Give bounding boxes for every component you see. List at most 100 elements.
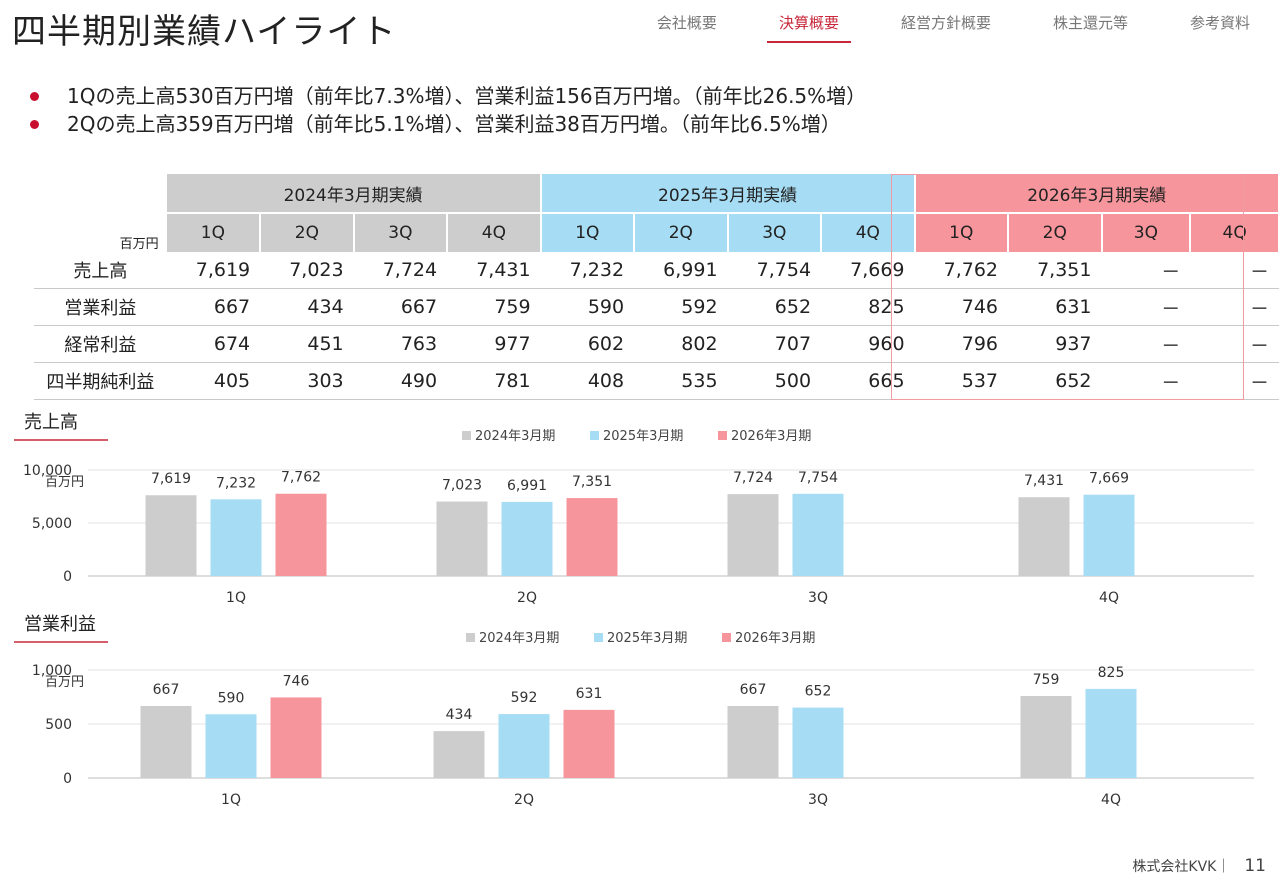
y-tick-label: 10,000 xyxy=(23,463,72,479)
bullet-dot-icon xyxy=(30,91,39,101)
top-nav: 会社概要 決算概要 経営方針概要 株主還元等 参考資料 xyxy=(607,10,1262,43)
y-tick-label: 500 xyxy=(45,717,72,733)
bar-value-label: 7,351 xyxy=(572,474,612,490)
bar-value-label: 7,754 xyxy=(798,470,838,486)
highlight-text: 2Qの売上高359百万円増（前年比5.1%増）、営業利益38百万円増。（前年比6… xyxy=(67,112,841,136)
bar xyxy=(436,501,488,576)
x-category-label: 2Q xyxy=(517,590,537,604)
highlight-item: 1Qの売上高530百万円増（前年比7.3%増）、営業利益156百万円増。（前年比… xyxy=(30,82,866,110)
chart-title: 営業利益 xyxy=(24,614,96,635)
bar-value-label: 746 xyxy=(283,673,310,689)
row-label: 経常利益 xyxy=(34,325,167,363)
quarter-header: 1Q xyxy=(914,212,1010,252)
bar-value-label: 825 xyxy=(1098,665,1125,681)
legend-swatch xyxy=(722,633,731,642)
quarter-header: 3Q xyxy=(1101,212,1192,252)
x-category-label: 4Q xyxy=(1099,590,1119,604)
legend-swatch xyxy=(594,633,603,642)
quarter-header: 2Q xyxy=(1008,212,1103,252)
table-cell: 763 xyxy=(353,325,448,363)
table-cell: 667 xyxy=(353,288,448,326)
bar xyxy=(433,731,485,778)
bar-value-label: 759 xyxy=(1033,672,1060,688)
year-header-2025: 2025年3月期実績 xyxy=(540,174,916,213)
year-header-2026: 2026年3月期実績 xyxy=(914,174,1280,213)
quarter-header: 4Q xyxy=(1190,212,1280,252)
table-cell: 408 xyxy=(540,362,635,400)
row-label: 営業利益 xyxy=(34,288,167,326)
quarter-header: 1Q xyxy=(166,212,262,252)
table-cell: 592 xyxy=(634,288,728,326)
legend-label: 2026年3月期 xyxy=(735,631,815,646)
table-cell: 665 xyxy=(821,362,915,400)
y-unit-label: 百万円 xyxy=(45,675,84,690)
quarter-header: 2Q xyxy=(634,212,729,252)
bar-value-label: 592 xyxy=(511,690,538,706)
bar xyxy=(1020,696,1072,778)
bar xyxy=(727,494,779,576)
bar-value-label: 6,991 xyxy=(507,478,547,494)
bar-value-label: 7,619 xyxy=(151,471,191,487)
page-number: 11 xyxy=(1244,856,1266,876)
bar xyxy=(727,705,779,778)
bar xyxy=(792,707,844,778)
table-cell: 977 xyxy=(447,325,541,363)
legend-label: 2026年3月期 xyxy=(731,429,811,444)
table-cell: － xyxy=(1101,288,1191,326)
table-cell: 451 xyxy=(260,325,354,363)
table-cell: 707 xyxy=(727,325,822,363)
table-cell: 537 xyxy=(914,362,1009,400)
quarter-header: 2Q xyxy=(260,212,355,252)
legend-label: 2024年3月期 xyxy=(479,631,559,646)
quarter-header: 3Q xyxy=(353,212,449,252)
table-cell: 7,762 xyxy=(914,252,1009,289)
nav-company-overview[interactable]: 会社概要 xyxy=(656,14,717,32)
table-cell: 796 xyxy=(914,325,1009,363)
bar xyxy=(275,493,327,576)
bar-value-label: 7,762 xyxy=(281,470,321,486)
quarterly-results-table: 2024年3月期実績 2025年3月期実績 2026年3月期実績 百万円 1Q … xyxy=(34,174,1280,400)
bar xyxy=(210,499,262,576)
bar xyxy=(1018,497,1070,576)
table-cell: － xyxy=(1101,325,1191,363)
bar-value-label: 652 xyxy=(805,684,832,700)
legend-swatch xyxy=(718,431,727,440)
nav-shareholder-returns[interactable]: 株主還元等 xyxy=(1052,14,1128,32)
table-cell: 781 xyxy=(447,362,541,400)
bar-value-label: 434 xyxy=(446,707,473,723)
table-cell: 667 xyxy=(166,288,261,326)
bar-value-label: 7,724 xyxy=(733,470,773,486)
bar-value-label: 667 xyxy=(740,682,767,698)
bar-value-label: 7,023 xyxy=(442,478,482,494)
table-cell: 7,754 xyxy=(727,252,822,289)
table-cell: － xyxy=(1101,362,1191,400)
quarter-header: 4Q xyxy=(821,212,916,252)
operating-profit-chart: 営業利益 2024年3月期 2025年3月期 2026年3月期 0 500 1,000百万円… xyxy=(14,614,1254,808)
table-cell: 937 xyxy=(1008,325,1102,363)
highlight-text: 1Qの売上高530百万円増（前年比7.3%増）、営業利益156百万円増。（前年比… xyxy=(67,84,867,108)
table-cell: 590 xyxy=(540,288,635,326)
table-cell: 535 xyxy=(634,362,728,400)
nav-financial-summary[interactable]: 決算概要 xyxy=(766,10,851,43)
y-unit-label: 百万円 xyxy=(45,475,84,490)
footer: 株式会社KVK｜ 11 xyxy=(1132,856,1266,876)
bar-value-label: 590 xyxy=(218,690,245,706)
x-category-label: 3Q xyxy=(808,590,828,604)
table-cell: 7,724 xyxy=(353,252,448,289)
bar xyxy=(563,709,615,778)
table-cell: 7,232 xyxy=(540,252,635,289)
table-row: 営業利益 667 434 667 759 590 592 652 825 746 631 －－ xyxy=(34,288,1279,326)
table-row: 四半期純利益 405 303 490 781 408 535 500 665 537 652 －－ xyxy=(34,362,1279,400)
nav-management-policy[interactable]: 経営方針概要 xyxy=(900,14,991,32)
bar xyxy=(1083,494,1135,576)
nav-reference-materials[interactable]: 参考資料 xyxy=(1189,14,1250,32)
y-tick-label: 0 xyxy=(63,569,72,585)
quarter-header: 3Q xyxy=(727,212,823,252)
table-cell: 652 xyxy=(727,288,822,326)
table-body: 売上高 7,619 7,023 7,724 7,431 7,232 6,991 7,754 7,… xyxy=(34,252,1279,400)
bar xyxy=(792,493,844,576)
table-cell: 490 xyxy=(353,362,448,400)
table-cell: 303 xyxy=(260,362,354,400)
table-cell: 602 xyxy=(540,325,635,363)
legend-label: 2024年3月期 xyxy=(475,429,555,444)
